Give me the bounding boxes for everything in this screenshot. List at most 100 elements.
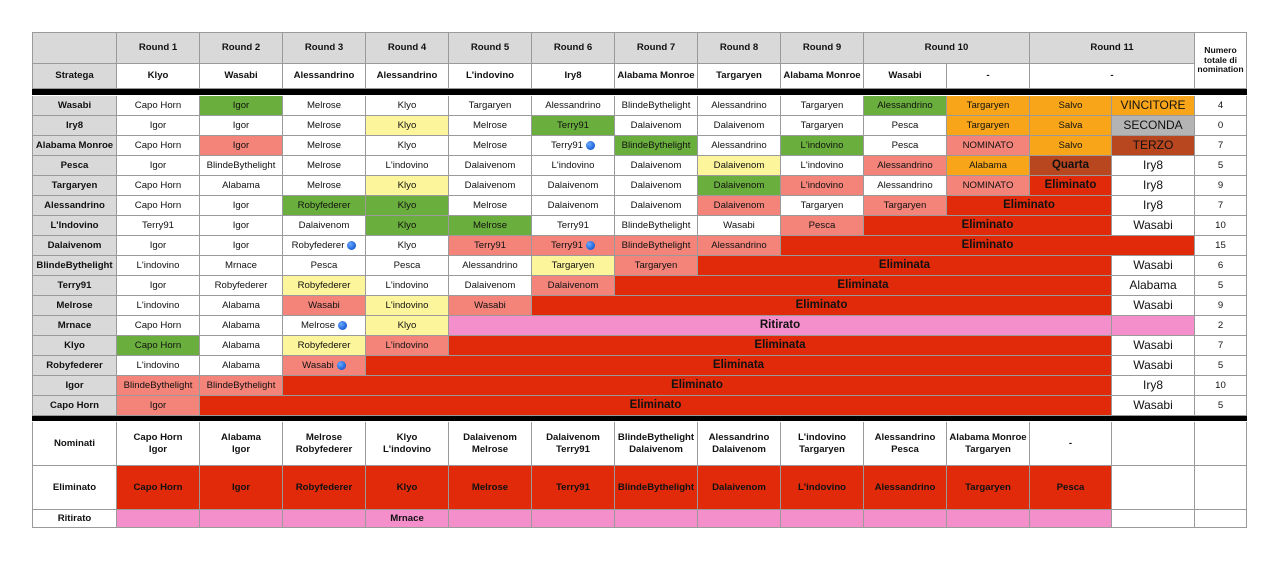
total-cell-text: 6	[1217, 259, 1224, 271]
vote-cell-text: Robyfederer	[297, 199, 351, 211]
ritirato-cell	[283, 510, 366, 528]
total-cell-text: 4	[1217, 99, 1224, 111]
player-name-text: Terry91	[57, 279, 92, 291]
total-cell-text: 9	[1217, 179, 1224, 191]
vote-cell-text: Salvo	[1058, 139, 1083, 151]
eliminato-cell-text: Targaryen	[965, 481, 1011, 493]
round-header: Round 7	[615, 32, 698, 64]
total-cell: 10	[1195, 216, 1247, 236]
vote-cell: Capo Horn	[117, 136, 200, 156]
vote-cell: Robyfederer	[283, 336, 366, 356]
vote-cell-text: Salva	[1058, 119, 1083, 131]
vote-cell-text: Melrose	[300, 319, 336, 331]
vote-cell-text: Eliminato	[671, 378, 723, 391]
vote-cell-text: Iry8	[1142, 157, 1163, 172]
vote-cell: Capo Horn	[117, 176, 200, 196]
round-header: Round 5	[449, 32, 532, 64]
vote-cell: Ritirato	[449, 316, 1112, 336]
empty-cell	[1195, 510, 1247, 528]
ritirato-cell	[532, 510, 615, 528]
vote-cell: Mrnace	[200, 256, 283, 276]
vote-cell: Iry8	[1112, 156, 1195, 176]
vote-cell-text: Pesca	[891, 139, 919, 151]
vote-cell: Eliminata	[449, 336, 1112, 356]
empty-cell	[1195, 466, 1247, 510]
vote-cell-text: Quarta	[1051, 158, 1090, 171]
player-name-text: Alessandrino	[44, 199, 105, 211]
vote-cell: Wasabi	[1112, 256, 1195, 276]
corner-cell	[32, 32, 117, 64]
total-cell: 7	[1195, 336, 1247, 356]
player-name-text: L'Indovino	[50, 219, 99, 231]
vote-cell: BlindeBythelight	[200, 376, 283, 396]
vote-cell: L'indovino	[781, 156, 864, 176]
vote-cell: L'indovino	[532, 156, 615, 176]
vote-cell: Targaryen	[615, 256, 698, 276]
vote-cell-text: Wasabi	[302, 359, 334, 371]
vote-cell-text: Dalaivenom	[464, 159, 516, 171]
stratega-label-text: Stratega	[55, 70, 94, 82]
vote-cell-text: L'indovino	[136, 299, 180, 311]
vote-cell: Dalaivenom	[532, 196, 615, 216]
vote-cell-text: Alessandrino	[462, 259, 518, 271]
vote-cell-text: Capo Horn	[134, 179, 182, 191]
eliminato-cell: Alessandrino	[864, 466, 947, 510]
vote-cell: Terry91	[532, 236, 615, 256]
vote-cell-text: Terry91	[142, 219, 174, 231]
vote-cell-text: Eliminato	[961, 238, 1014, 251]
eliminato-cell: Igor	[200, 466, 283, 510]
vote-cell-text: Dalaivenom	[464, 279, 516, 291]
round-header: Round 1	[117, 32, 200, 64]
vote-cell-text: Targaryen	[966, 99, 1010, 111]
vote-cell: L'indovino	[117, 296, 200, 316]
vote-cell-text: Igor	[149, 159, 167, 171]
vote-cell: Melrose	[283, 136, 366, 156]
vote-cell: Alessandrino	[698, 236, 781, 256]
player-name: L'Indovino	[32, 216, 117, 236]
nominati-cell: Dalaivenom Melrose	[449, 422, 532, 466]
player-name: Capo Horn	[32, 396, 117, 416]
vote-cell-text: Terry91	[474, 239, 506, 251]
vote-cell-text: Robyfederer	[297, 339, 351, 351]
vote-cell: Igor	[200, 216, 283, 236]
vote-cell-text: Melrose	[472, 139, 508, 151]
vote-cell: Melrose	[449, 216, 532, 236]
vote-cell: Eliminato	[864, 216, 1112, 236]
player-name: Alessandrino	[32, 196, 117, 216]
blue-dot-icon	[586, 241, 595, 250]
vote-cell: L'indovino	[781, 176, 864, 196]
vote-cell-text: Eliminata	[754, 338, 806, 351]
vote-cell-text: Robyfederer	[291, 239, 345, 251]
vote-cell-text: Dalaivenom	[713, 159, 765, 171]
vote-cell-text: SECONDA	[1123, 117, 1183, 132]
vote-cell: Dalaivenom	[615, 176, 698, 196]
vote-cell: Iry8	[1112, 376, 1195, 396]
vote-cell-text: Dalaivenom	[630, 119, 682, 131]
total-cell-text: 5	[1217, 359, 1224, 371]
player-name: BlindeBythelight	[32, 256, 117, 276]
vote-cell: Targaryen	[449, 96, 532, 116]
vote-cell: NOMINATO	[947, 176, 1030, 196]
stratega-cell: Targaryen	[698, 64, 781, 89]
eliminato-cell: Terry91	[532, 466, 615, 510]
eliminato-cell-text: Alessandrino	[874, 481, 936, 493]
total-cell-text: 9	[1217, 299, 1224, 311]
vote-cell: Alessandrino	[864, 176, 947, 196]
total-cell: 4	[1195, 96, 1247, 116]
vote-cell: Alessandrino	[864, 96, 947, 116]
vote-cell-text: Dalaivenom	[630, 179, 682, 191]
round-header: Round 9	[781, 32, 864, 64]
eliminato-cell-text: Terry91	[556, 481, 590, 493]
vote-cell-text: Igor	[232, 99, 250, 111]
vote-cell-text: Wasabi	[308, 299, 340, 311]
vote-cell-text: Alabama	[1129, 277, 1177, 292]
vote-cell-text: Eliminato	[1044, 178, 1097, 191]
player-name-text: Melrose	[56, 299, 93, 311]
vote-cell: Alabama	[1112, 276, 1195, 296]
vote-cell: Quarta	[1030, 156, 1112, 176]
total-header: Numero totale di nomination	[1195, 32, 1247, 89]
vote-cell-text: Dalaivenom	[298, 219, 350, 231]
vote-cell: Iry8	[1112, 196, 1195, 216]
vote-cell: Alabama	[947, 156, 1030, 176]
player-name: Wasabi	[32, 96, 117, 116]
